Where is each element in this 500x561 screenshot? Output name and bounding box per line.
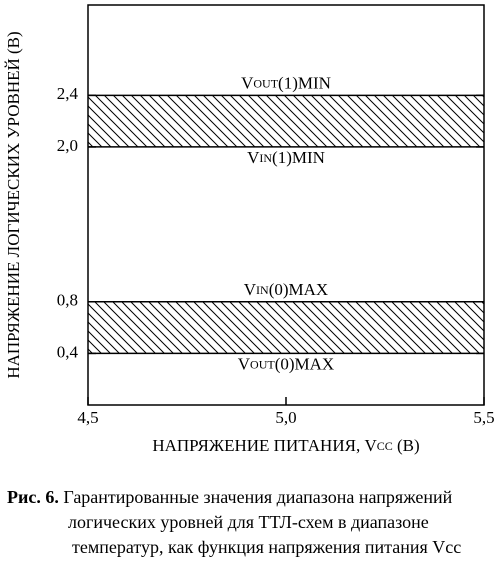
band-label-rest: (0)MAX	[269, 280, 329, 299]
band-label: VIN(1)MIN	[247, 148, 325, 167]
caption-line: Рис. 6. Гарантированные значения диапазо…	[7, 487, 453, 507]
band-label: VIN(0)MAX	[244, 280, 328, 299]
band-label-main: V	[238, 354, 251, 373]
band-label-sub: OUT	[253, 76, 278, 90]
band	[88, 301, 484, 354]
caption-text: логических уровней для ТТЛ-схем в диапаз…	[68, 512, 429, 532]
band-label-sub: IN	[256, 283, 269, 297]
band-label-rest: (1)MIN	[272, 148, 325, 167]
y-tick-label: 0,8	[57, 291, 78, 310]
band-label: VOUT(1)MIN	[241, 73, 331, 92]
x-tick-label: 5,5	[473, 408, 494, 427]
x-axis-label-rest: (В)	[393, 436, 420, 455]
caption-label: Рис. 6.	[7, 487, 59, 507]
y-tick-label: 2,0	[57, 136, 78, 155]
x-tick-label: 4,5	[77, 408, 98, 427]
y-tick-label: 2,4	[57, 84, 79, 103]
x-tick-label: 5,0	[275, 408, 296, 427]
x-axis-label: НАПРЯЖЕНИЕ ПИТАНИЯ, VCC (В)	[152, 436, 419, 455]
band	[88, 95, 484, 147]
y-tick-label: 0,4	[57, 342, 79, 361]
band-label-sub: OUT	[250, 357, 275, 371]
band-label-rest: (0)MAX	[275, 354, 335, 373]
band-label-main: V	[244, 280, 257, 299]
caption-text: Гарантированные значения диапазона напря…	[63, 487, 452, 507]
caption-text: температур, как функция напряжения питан…	[72, 537, 461, 557]
band-label-sub: IN	[259, 151, 272, 165]
band-label: VOUT(0)MAX	[238, 354, 334, 373]
band-label-rest: (1)MIN	[278, 73, 331, 92]
x-axis-label-main: НАПРЯЖЕНИЕ ПИТАНИЯ, V	[152, 436, 377, 455]
band-label-main: V	[247, 148, 260, 167]
band-label-main: V	[241, 73, 254, 92]
y-axis-label: НАПРЯЖЕНИЕ ЛОГИЧЕСКИХ УРОВНЕЙ (В)	[4, 31, 23, 378]
x-axis-label-sub: CC	[377, 439, 393, 453]
